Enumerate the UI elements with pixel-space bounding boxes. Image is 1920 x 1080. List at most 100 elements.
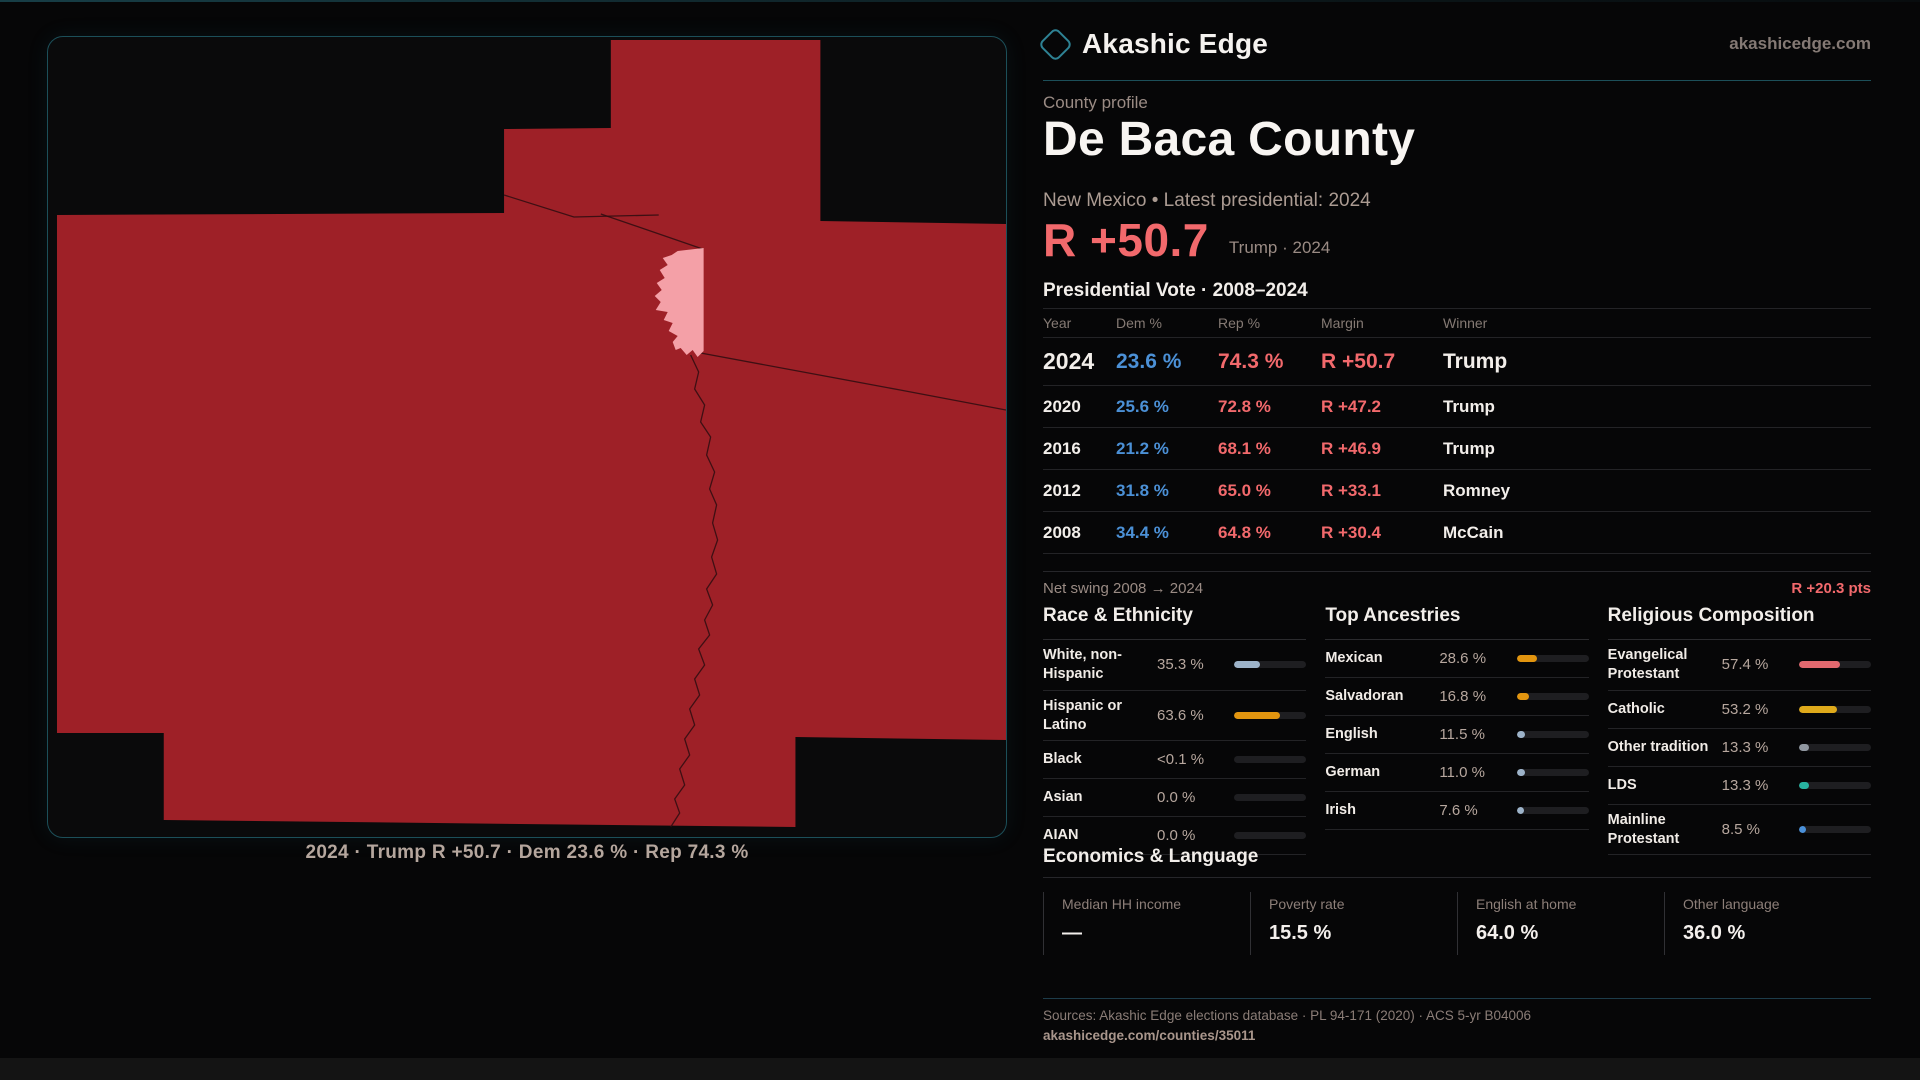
stat-bar-track [1516, 807, 1589, 814]
demographic-label: AIAN [1043, 827, 1079, 844]
demographic-rows: Mexican 28.6 % Salvadoran 16.8 % English [1325, 640, 1589, 830]
demographic-row: Mexican 28.6 % [1325, 640, 1589, 678]
vote-margin: R +50.7 [1321, 349, 1396, 373]
river-boundary-line [670, 354, 719, 828]
county-profile-panel: Akashic Edge akashicedge.com County prof… [1037, 0, 1871, 1080]
demographic-value: 7.6 % [1439, 802, 1478, 819]
vote-dem-share: 31.8 % [1116, 480, 1169, 500]
site-domain-link[interactable]: akashicedge.com [1729, 34, 1871, 53]
demographic-row: AIAN 0.0 % [1043, 817, 1307, 856]
vote-dem-share: 21.2 % [1116, 438, 1169, 458]
stat-bar-track [1516, 655, 1589, 662]
stat-bar-fill [1234, 712, 1281, 720]
stat-bar-fill [1516, 807, 1524, 814]
county-boundary-line [600, 213, 703, 250]
demographic-value: 0.0 % [1157, 827, 1196, 845]
vote-rep-share: 65.0 % [1218, 480, 1271, 500]
stat-bar-track [1799, 781, 1871, 789]
demographic-rows: Evangelical Protestant 57.4 % Catholic 5… [1607, 640, 1871, 856]
stat-bar-track [1799, 826, 1871, 834]
eyebrow-label: County profile [1043, 93, 1148, 112]
demographic-row: Catholic 53.2 % [1607, 691, 1871, 729]
stat-bar-track [1234, 712, 1307, 720]
economics-stat-value: — [1062, 922, 1082, 944]
vote-rep-share: 68.1 % [1218, 438, 1271, 458]
new-mexico-map [56, 40, 1006, 828]
stat-bar-fill [1516, 693, 1529, 700]
vote-year: 2024 [1043, 348, 1095, 374]
economics-stat-label: Poverty rate [1269, 896, 1345, 912]
demographic-label: Hispanic or Latino [1043, 697, 1122, 733]
demographic-label: English [1325, 726, 1378, 743]
vote-winner: Trump [1443, 396, 1495, 416]
stat-bar-track [1799, 743, 1871, 751]
demographic-row: Black <0.1 % [1043, 741, 1307, 780]
vote-table-row: 2012 31.8 % 65.0 % R +33.1 Romney [1043, 470, 1871, 512]
economics-stat-card: Poverty rate 15.5 % [1250, 892, 1457, 955]
vote-table-row: 2020 25.6 % 72.8 % R +47.2 Trump [1043, 386, 1871, 428]
vote-table-title: Presidential Vote · 2008–2024 [1043, 280, 1308, 301]
demographic-row: Mainline Protestant 8.5 % [1607, 805, 1871, 856]
demographic-value: 11.0 % [1439, 764, 1485, 781]
demographic-row: Asian 0.0 % [1043, 779, 1307, 818]
economics-stat-label: Median HH income [1062, 896, 1182, 912]
column-header-year: Year [1043, 315, 1072, 331]
county-boundary-line [700, 352, 1006, 411]
demographic-section-title: Religious Composition [1607, 605, 1871, 640]
economics-stat-label: Other language [1683, 896, 1780, 912]
economics-stat-value: 36.0 % [1683, 922, 1746, 944]
economics-stat-value: 15.5 % [1269, 922, 1332, 944]
economics-stat-label: English at home [1476, 896, 1577, 912]
stat-bar-fill [1799, 826, 1806, 834]
economics-stat-card: Other language 36.0 % [1664, 892, 1871, 955]
demographic-value: 8.5 % [1721, 821, 1761, 839]
demographic-row: Other tradition 13.3 % [1607, 729, 1871, 767]
stat-bar-track [1799, 661, 1871, 669]
demographic-value: 35.3 % [1157, 656, 1204, 674]
demographic-label: White, non-Hispanic [1043, 647, 1122, 682]
economics-stat-card: Median HH income — [1043, 892, 1250, 955]
demographic-row: Hispanic or Latino 63.6 % [1043, 691, 1307, 742]
vote-year: 2012 [1043, 480, 1081, 500]
county-map-panel [47, 36, 1007, 838]
demographic-value: 57.4 % [1721, 656, 1769, 674]
brand-name: Akashic Edge [1082, 28, 1269, 59]
net-swing-label: Net swing 2008 → 2024 [1043, 580, 1204, 597]
column-header-margin: Margin [1321, 315, 1364, 331]
bottom-edge-strip [0, 1058, 1920, 1080]
economics-section-title: Economics & Language [1043, 846, 1259, 867]
map-caption: 2024 · Trump R +50.7 · Dem 23.6 % · Rep … [305, 842, 749, 863]
economics-stat-cards: Median HH income — Poverty rate 15.5 % E… [1043, 892, 1871, 955]
demographic-label: Asian [1043, 789, 1083, 806]
demographic-value: 63.6 % [1157, 707, 1204, 725]
demographics-grid: Race & Ethnicity White, non-Hispanic 35.… [1043, 605, 1871, 856]
stat-bar-track [1516, 731, 1589, 738]
stat-bar-track [1516, 693, 1589, 700]
vote-rep-share: 72.8 % [1218, 396, 1271, 416]
demographic-label: Black [1043, 751, 1082, 768]
demographic-label: Catholic [1607, 700, 1665, 717]
permalink[interactable]: akashicedge.com/counties/35011 [1043, 1028, 1256, 1043]
header-divider [1043, 80, 1871, 81]
stat-bar-track [1799, 705, 1871, 713]
stat-bar-fill [1799, 705, 1838, 713]
vote-table-header: Year Dem % Rep % Margin Winner [1043, 308, 1871, 338]
vote-dem-share: 25.6 % [1116, 396, 1169, 416]
demographic-section: Race & Ethnicity White, non-Hispanic 35.… [1043, 605, 1307, 856]
headline-margin-context: Trump · 2024 [1228, 238, 1331, 257]
footer-divider [1043, 998, 1871, 999]
demographic-label: Mainline Protestant [1607, 811, 1680, 847]
demographic-section-title: Race & Ethnicity [1043, 605, 1307, 640]
demographic-row: German 11.0 % [1325, 754, 1589, 792]
vote-margin: R +46.9 [1321, 438, 1382, 458]
headline-margin-value: R +50.7 [1043, 214, 1209, 266]
demographic-value: 16.8 % [1439, 688, 1487, 705]
vote-dem-share: 23.6 % [1116, 349, 1182, 373]
demographic-value: 0.0 % [1157, 789, 1196, 807]
vote-year: 2016 [1043, 438, 1081, 458]
economics-stat-value: 64.0 % [1476, 922, 1539, 944]
demographic-value: 13.3 % [1721, 776, 1769, 794]
demographic-row: Irish 7.6 % [1325, 792, 1589, 830]
headline-margin-block: R +50.7 Trump · 2024 [1043, 217, 1871, 263]
highlighted-county-de-baca[interactable] [654, 248, 704, 357]
